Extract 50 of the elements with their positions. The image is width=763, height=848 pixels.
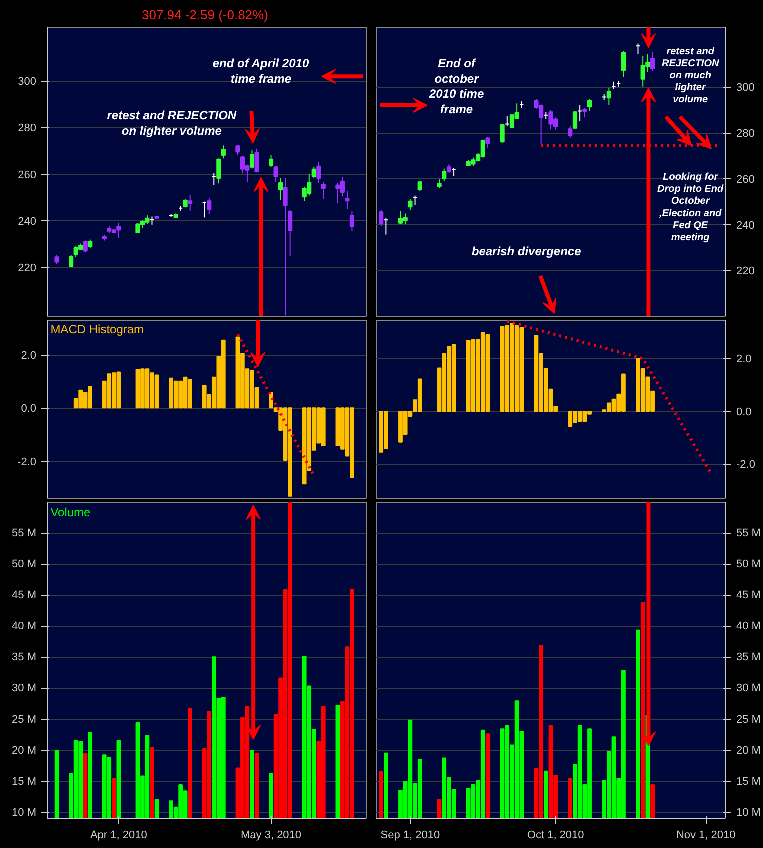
y-tick-label: 0.0 bbox=[736, 406, 752, 418]
y-tick-label: 55 M bbox=[12, 528, 37, 540]
y-tick-label: 30 M bbox=[736, 682, 761, 695]
y-tick-label: 45 M bbox=[736, 590, 761, 602]
y-tick-label: 20 M bbox=[736, 744, 761, 757]
x-tick-label: Sep 1, 2010 bbox=[380, 830, 440, 842]
y-tick-label: 240 bbox=[736, 220, 755, 232]
y-tick-label: 10 M bbox=[12, 806, 37, 819]
y-tick-label: 35 M bbox=[736, 652, 761, 664]
y-tick-label: 55 M bbox=[736, 528, 761, 540]
y-tick-label: 280 bbox=[18, 122, 37, 135]
y-tick-label: 25 M bbox=[12, 714, 37, 726]
annotation: Looking for Drop into End October ,Election and Fed QE meeting bbox=[658, 172, 725, 244]
y-tick-label: 300 bbox=[736, 82, 755, 94]
y-tick-label: -2.0 bbox=[18, 456, 37, 468]
y-tick-label: 280 bbox=[736, 128, 755, 140]
y-tick-label: 15 M bbox=[12, 776, 37, 788]
x-tick-label: May 3, 2010 bbox=[241, 830, 302, 842]
y-tick-label: 2.0 bbox=[736, 354, 752, 366]
text: 307.94 -2.59 (-0.82%) bbox=[142, 8, 268, 22]
y-tick-label: 260 bbox=[736, 174, 755, 186]
y-tick-label: 220 bbox=[18, 262, 37, 275]
y-tick-label: 45 M bbox=[12, 590, 37, 602]
y-tick-label: 220 bbox=[736, 266, 755, 278]
annotation: retest and REJECTION on lighter volume bbox=[107, 108, 237, 138]
y-tick-label: 300 bbox=[18, 76, 37, 88]
y-tick-label: 240 bbox=[18, 216, 37, 228]
annotation: bearish divergence bbox=[472, 244, 582, 258]
y-tick-label: 20 M bbox=[12, 744, 37, 757]
y-tick-label: 260 bbox=[18, 169, 37, 182]
y-tick-label: 50 M bbox=[736, 558, 761, 571]
y-tick-label: -2.0 bbox=[736, 459, 756, 472]
chart-title: Volume bbox=[50, 506, 92, 520]
y-tick-label: 0.0 bbox=[21, 403, 37, 416]
y-tick-label: 10 M bbox=[736, 806, 761, 819]
y-tick-label: 25 M bbox=[736, 714, 761, 726]
y-tick-label: 2.0 bbox=[21, 350, 37, 362]
y-tick-label: 35 M bbox=[12, 652, 37, 664]
x-tick-label: Apr 1, 2010 bbox=[90, 830, 148, 842]
annotation: End of october 2010 time frame bbox=[428, 56, 484, 117]
y-tick-label: 15 M bbox=[736, 776, 761, 788]
chart-title: MACD Histogram bbox=[50, 322, 144, 336]
x-tick-label: Oct 1, 2010 bbox=[527, 830, 584, 842]
y-tick-label: 50 M bbox=[12, 558, 37, 571]
y-tick-label: 40 M bbox=[12, 620, 37, 633]
annotation: end of April 2010 time frame bbox=[212, 56, 310, 86]
annotation: retest and REJECTION on much lighter volume bbox=[662, 46, 720, 106]
x-tick-label: Nov 1, 2010 bbox=[676, 830, 736, 842]
y-tick-label: 30 M bbox=[12, 682, 37, 695]
y-tick-label: 40 M bbox=[736, 620, 761, 633]
